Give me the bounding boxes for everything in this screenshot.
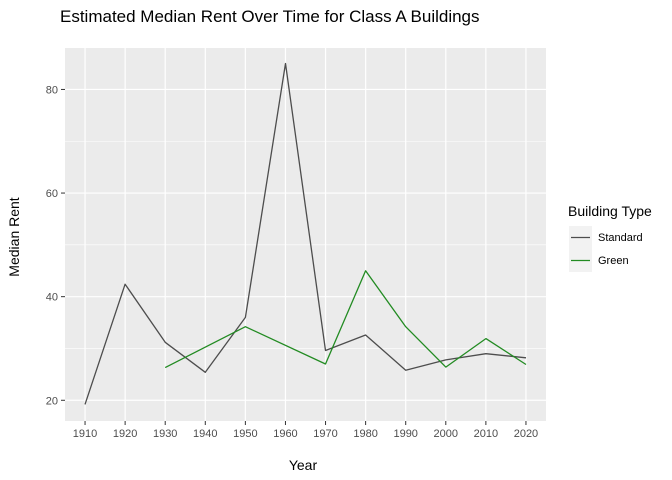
x-tick-label: 1950 [233, 428, 257, 440]
y-axis-ticks: 20 40 60 80 [46, 84, 65, 407]
y-tick-label: 20 [46, 395, 58, 407]
legend-label-green: Green [598, 255, 629, 267]
y-axis-title: Median Rent [6, 197, 22, 276]
x-axis-title: Year [289, 457, 318, 473]
grid-major [65, 48, 546, 421]
legend-title: Building Type [568, 203, 652, 219]
x-tick-label: 2020 [514, 428, 538, 440]
series-line-standard [84, 62, 527, 405]
x-tick-label: 1940 [193, 428, 217, 440]
chart-title: Estimated Median Rent Over Time for Clas… [60, 7, 480, 26]
y-tick-label: 60 [46, 188, 58, 200]
x-tick-label: 1970 [313, 428, 337, 440]
legend-items: Standard Green [569, 226, 643, 272]
series-layer [84, 62, 527, 405]
y-tick-label: 40 [46, 292, 58, 304]
series-line-green [164, 270, 527, 369]
x-axis-ticks: 1910 1920 1930 1940 1950 1960 1970 1980 1990 2000… [73, 421, 538, 440]
legend-label-standard: Standard [598, 232, 643, 244]
x-tick-label: 2000 [434, 428, 458, 440]
x-tick-label: 1910 [73, 428, 97, 440]
y-tick-label: 80 [46, 84, 58, 96]
x-tick-label: 1960 [273, 428, 297, 440]
x-tick-label: 1930 [153, 428, 177, 440]
x-tick-label: 2010 [474, 428, 498, 440]
x-tick-label: 1920 [113, 428, 137, 440]
x-tick-label: 1980 [353, 428, 377, 440]
grid-minor [65, 140, 546, 349]
plot-panel [65, 48, 546, 421]
x-tick-label: 1990 [393, 428, 417, 440]
legend: Building Type Standard Green [568, 203, 652, 272]
